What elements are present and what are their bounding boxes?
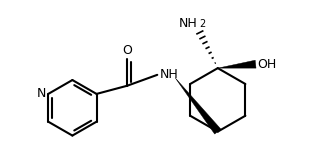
Polygon shape bbox=[175, 78, 221, 134]
Text: NH: NH bbox=[179, 17, 198, 30]
Text: N: N bbox=[37, 87, 46, 100]
Polygon shape bbox=[218, 60, 256, 68]
Text: OH: OH bbox=[258, 58, 277, 71]
Text: O: O bbox=[122, 44, 132, 57]
Text: NH: NH bbox=[159, 68, 178, 81]
Text: 2: 2 bbox=[199, 19, 205, 29]
